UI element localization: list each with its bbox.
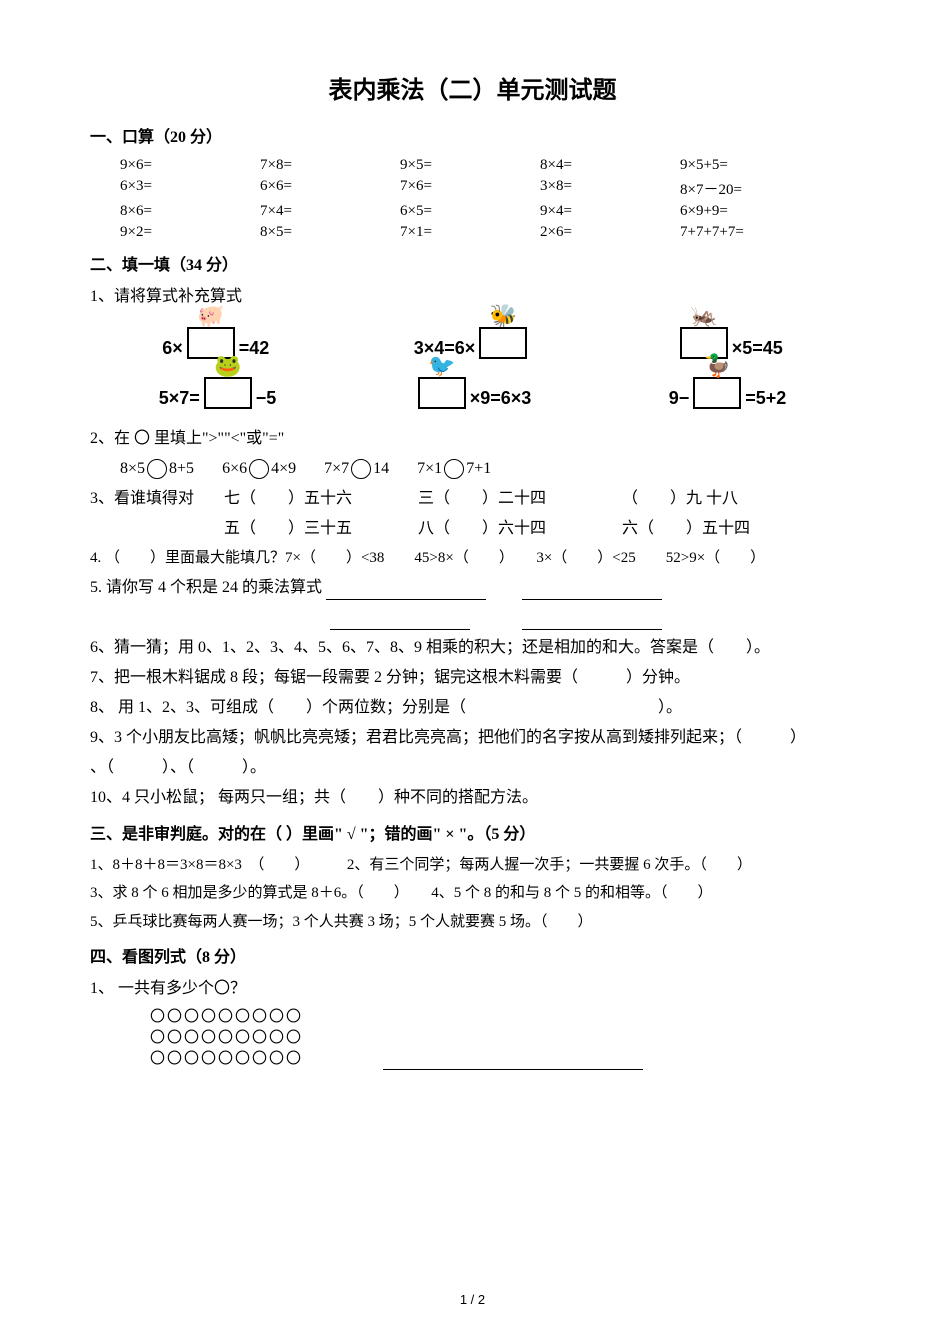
- q2-2-items: 8×58+5 6×64×9 7×714 7×17+1: [120, 457, 855, 481]
- calc-cell: 7×4=: [260, 203, 400, 220]
- calc-cell: 7×1=: [400, 224, 540, 241]
- q2-3-label: 3、看谁填得对: [90, 487, 220, 511]
- answer-line[interactable]: [326, 583, 486, 600]
- calc-cell: 8×4=: [540, 157, 680, 174]
- calc-cell: 9×5+5=: [680, 157, 840, 174]
- circles-block: 〇〇〇〇〇〇〇〇〇 〇〇〇〇〇〇〇〇〇 〇〇〇〇〇〇〇〇〇: [150, 1007, 855, 1070]
- sec3-l1: 1、8＋8＋8＝3×8＝8×3 （ ） 2、有三个同学；每两人握一次手；一共要握…: [90, 854, 855, 877]
- answer-box[interactable]: 🐝: [479, 327, 527, 359]
- eq-pre: 9−: [669, 388, 690, 409]
- cmp-item: 7×17+1: [417, 460, 491, 477]
- calc-cell: 6×6=: [260, 178, 400, 199]
- fig-cell: 9− 🦆 =5+2: [669, 377, 787, 409]
- fig-row-1: 6× 🐖 =42 3×4=6× 🐝 🦗 ×5=45: [90, 327, 855, 359]
- q2-2-head: 2、在 〇 里填上">""<"或"=": [90, 427, 855, 451]
- answer-box[interactable]: 🐸: [204, 377, 252, 409]
- calc-cell: 9×4=: [540, 203, 680, 220]
- blank-item: 三（ ）二十四: [418, 487, 618, 511]
- answer-box[interactable]: 🐦: [418, 377, 466, 409]
- q2-7: 7、把一根木料锯成 8 段；每锯一段需要 2 分钟；锯完这根木料需要（ ）分钟。: [90, 666, 855, 690]
- circles-row-last: 〇〇〇〇〇〇〇〇〇: [150, 1049, 855, 1070]
- blank-item: 七（ ）五十六: [224, 487, 414, 511]
- calc-cell: 2×6=: [540, 224, 680, 241]
- circles-row: 〇〇〇〇〇〇〇〇〇: [150, 1007, 855, 1028]
- cmp-item: 7×714: [324, 460, 389, 477]
- q2-5-text: 5. 请你写 4 个积是 24 的乘法算式: [90, 579, 322, 596]
- bird-icon: 🐦: [428, 353, 455, 379]
- frog-icon: 🐸: [214, 353, 241, 379]
- circles-text: 〇〇〇〇〇〇〇〇〇: [150, 1049, 303, 1070]
- calc-cell: 7×8=: [260, 157, 400, 174]
- page-footer: 1 / 2: [0, 1292, 945, 1307]
- circle-blank[interactable]: [147, 459, 167, 479]
- eq-post: −5: [256, 388, 277, 409]
- page: 表内乘法（二）单元测试题 一、口算（20 分） 9×6= 7×8= 9×5= 8…: [0, 0, 945, 1337]
- answer-line[interactable]: [522, 583, 662, 600]
- q2-6: 6、猜一猜；用 0、1、2、3、4、5、6、7、8、9 相乘的积大；还是相加的和…: [90, 636, 855, 660]
- q2-5b: [90, 606, 855, 630]
- answer-line[interactable]: [522, 613, 662, 630]
- calc-cell: 6×9+9=: [680, 203, 840, 220]
- sec3-l3: 5、乒乓球比赛每两人赛一场；3 个人共赛 3 场；5 个人就要赛 5 场。（ ）: [90, 911, 855, 934]
- circle-blank[interactable]: [249, 459, 269, 479]
- page-title: 表内乘法（二）单元测试题: [90, 70, 855, 105]
- q2-5: 5. 请你写 4 个积是 24 的乘法算式: [90, 576, 855, 600]
- q2-3-l2: 五（ ）三十五 八（ ）六十四 六（ ）五十四: [90, 517, 855, 541]
- blank-item: （ ）九 十八: [622, 490, 738, 507]
- circle-blank[interactable]: [351, 459, 371, 479]
- blank-item: 六（ ）五十四: [622, 520, 750, 537]
- calc-grid: 9×6= 7×8= 9×5= 8×4= 9×5+5= 6×3= 6×6= 7×6…: [90, 157, 855, 241]
- calc-cell: 6×5=: [400, 203, 540, 220]
- eq-post: =42: [239, 338, 270, 359]
- sec1-head: 一、口算（20 分）: [90, 123, 855, 147]
- eq-post: ×5=45: [732, 338, 783, 359]
- eq-pre: 5×7=: [159, 388, 200, 409]
- sec2-head: 二、填一填（34 分）: [90, 251, 855, 275]
- eq-post: ×9=6×3: [470, 388, 532, 409]
- bee-icon: 🐝: [490, 303, 517, 329]
- sec3-l2: 3、求 8 个 6 相加是多少的算式是 8＋6。（ ） 4、5 个 8 的和与 …: [90, 882, 855, 905]
- answer-box[interactable]: 🦆: [693, 377, 741, 409]
- fig-row-2: 5×7= 🐸 −5 🐦 ×9=6×3 9− 🦆 =5+2: [90, 377, 855, 409]
- answer-line[interactable]: [330, 613, 470, 630]
- eq-pre: 6×: [162, 338, 183, 359]
- pig-icon: 🐖: [197, 303, 224, 329]
- fig-cell: 5×7= 🐸 −5: [159, 377, 277, 409]
- q2-9a: 9、3 个小朋友比高矮；帆帆比亮亮矮；君君比亮亮高；把他们的名字按从高到矮排列起…: [90, 726, 855, 750]
- cricket-icon: 🦗: [690, 303, 717, 329]
- calc-cell: 9×5=: [400, 157, 540, 174]
- blank-item: 八（ ）六十四: [418, 517, 618, 541]
- calc-cell: 9×6=: [120, 157, 260, 174]
- calc-row: 8×6= 7×4= 6×5= 9×4= 6×9+9=: [120, 203, 855, 220]
- duck-icon: 🦆: [704, 353, 731, 379]
- calc-cell: 7×6=: [400, 178, 540, 199]
- calc-cell: 9×2=: [120, 224, 260, 241]
- fig-cell: 🐦 ×9=6×3: [414, 377, 532, 409]
- calc-cell: 3×8=: [540, 178, 680, 199]
- q2-4: 4. （ ）里面最大能填几？7×（ ）<38 45>8×（ ） 3×（ ）<25…: [90, 547, 855, 570]
- q2-9b: 、（ ）、（ ）。: [90, 756, 855, 780]
- eq-post: =5+2: [745, 388, 786, 409]
- q2-10: 10、4 只小松鼠； 每两只一组；共（ ）种不同的搭配方法。: [90, 786, 855, 810]
- calc-cell: 8×6=: [120, 203, 260, 220]
- calc-row: 9×2= 8×5= 7×1= 2×6= 7+7+7+7=: [120, 224, 855, 241]
- circle-blank[interactable]: [444, 459, 464, 479]
- calc-row: 9×6= 7×8= 9×5= 8×4= 9×5+5=: [120, 157, 855, 174]
- sec4-head: 四、看图列式（8 分）: [90, 943, 855, 967]
- blank-item: 五（ ）三十五: [224, 517, 414, 541]
- calc-cell: 8×5=: [260, 224, 400, 241]
- calc-cell: 6×3=: [120, 178, 260, 199]
- circles-row: 〇〇〇〇〇〇〇〇〇: [150, 1028, 855, 1049]
- sec4-q1: 1、 一共有多少个〇？: [90, 977, 855, 1001]
- calc-cell: 7+7+7+7=: [680, 224, 840, 241]
- answer-line[interactable]: [383, 1054, 643, 1070]
- calc-cell: 8×7－20=: [680, 178, 840, 199]
- q2-3-l1: 3、看谁填得对 七（ ）五十六 三（ ）二十四 （ ）九 十八: [90, 487, 855, 511]
- calc-row: 6×3= 6×6= 7×6= 3×8= 8×7－20=: [120, 178, 855, 199]
- q2-8: 8、 用 1、2、3、可组成（ ）个两位数；分别是（ ）。: [90, 696, 855, 720]
- cmp-item: 8×58+5: [120, 460, 194, 477]
- sec3-head: 三、是非审判庭。对的在（ ）里画" √ "；错的画" × "。（5 分）: [90, 820, 855, 844]
- cmp-item: 6×64×9: [222, 460, 296, 477]
